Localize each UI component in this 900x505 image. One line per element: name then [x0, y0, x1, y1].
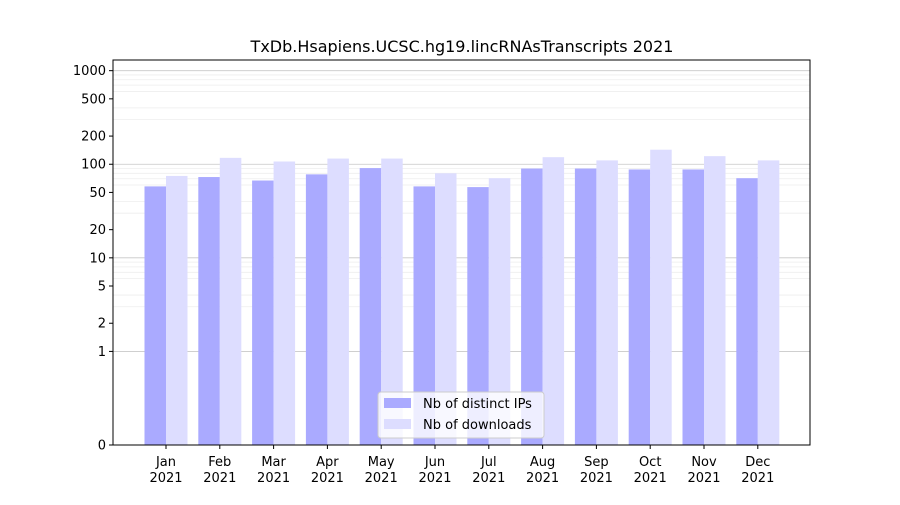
legend-label: Nb of distinct IPs — [423, 397, 532, 412]
bar-ips — [467, 187, 489, 445]
x-tick-label: Jan 2021 — [149, 455, 182, 486]
x-tick-label-line: 2021 — [687, 471, 720, 486]
plot-frame — [112, 59, 811, 446]
x-tick-label-line: Oct — [639, 455, 661, 470]
x-tick-label: Apr 2021 — [311, 455, 344, 486]
bar-ips — [305, 174, 328, 445]
bar-ips — [628, 169, 651, 446]
bar-downloads — [650, 149, 672, 445]
y-tick-label: 100 — [81, 158, 106, 173]
bar-downloads — [273, 161, 296, 445]
y-tick-label: 50 — [89, 186, 106, 201]
x-tick-label-line: 2021 — [149, 471, 182, 486]
bar-downloads — [757, 160, 780, 445]
y-tick-label: 10 — [89, 251, 106, 266]
legend-swatch — [384, 419, 411, 429]
x-tick-label-line: Mar — [261, 455, 286, 470]
legend-swatch — [384, 398, 411, 408]
bar-downloads — [704, 156, 726, 445]
x-tick-label-line: Sep — [584, 455, 609, 470]
x-tick-label-line: 2021 — [418, 471, 451, 486]
x-tick-label: Dec 2021 — [741, 455, 774, 486]
x-tick-label-line: 2021 — [580, 471, 613, 486]
x-tick-label-line: 2021 — [634, 471, 667, 486]
bar-downloads — [381, 158, 403, 445]
bar-ips — [682, 169, 704, 446]
bar-ips — [413, 186, 435, 445]
x-tick-label: Aug 2021 — [526, 455, 559, 486]
x-tick-label-line: 2021 — [365, 471, 398, 486]
y-tick-label: 1000 — [73, 64, 106, 79]
x-tick-label-line: Feb — [208, 455, 231, 470]
x-tick-label-line: 2021 — [472, 471, 505, 486]
x-tick-label: May 2021 — [365, 455, 398, 486]
x-tick-label-line: Jul — [480, 455, 497, 470]
legend-box — [377, 391, 545, 439]
x-tick-label: Sep 2021 — [580, 455, 613, 486]
x-tick-label-line: 2021 — [526, 471, 559, 486]
bar-downloads — [166, 175, 188, 445]
y-tick-label: 0 — [98, 439, 106, 454]
x-tick-label: Feb 2021 — [203, 455, 236, 486]
y-tick-label: 20 — [89, 223, 106, 238]
bar-downloads — [327, 158, 349, 445]
bar-ips — [574, 168, 597, 445]
x-tick-label-line: Jun — [424, 455, 445, 470]
bar-ips — [198, 177, 220, 446]
y-tick-label: 2 — [98, 317, 106, 332]
x-tick-label-line: 2021 — [257, 471, 290, 486]
bar-downloads — [542, 157, 565, 445]
y-tick-label: 5 — [98, 280, 106, 295]
x-tick-label-line: Nov — [691, 455, 717, 470]
legend-label: Nb of downloads — [423, 418, 532, 433]
bar-downloads — [488, 178, 511, 445]
bar-downloads — [435, 173, 457, 445]
legend: Nb of distinct IPs Nb of downloads — [377, 391, 545, 439]
y-tick-label: 200 — [81, 130, 106, 145]
y-tick-label: 500 — [81, 92, 106, 107]
x-tick-label: Oct 2021 — [634, 455, 667, 486]
x-tick-label: Jun 2021 — [418, 455, 451, 486]
x-tick-label-line: 2021 — [203, 471, 236, 486]
x-tick-label-line: Aug — [530, 455, 555, 470]
bar-ips — [144, 186, 166, 445]
bar-downloads — [596, 160, 618, 445]
bar-downloads — [219, 157, 242, 446]
x-tick-label: Mar 2021 — [257, 455, 290, 486]
x-tick-label-line: May — [368, 455, 395, 470]
y-tick-label: 1 — [98, 345, 106, 360]
x-tick-label-line: Apr — [316, 455, 339, 470]
x-tick-label-line: 2021 — [311, 471, 344, 486]
x-tick-label-line: Dec — [745, 455, 770, 470]
x-tick-label: Nov 2021 — [687, 455, 720, 486]
bars — [144, 149, 780, 446]
x-tick-label-line: 2021 — [741, 471, 774, 486]
bar-ips — [252, 180, 274, 446]
x-tick-label: Jul 2021 — [472, 455, 505, 486]
x-tick-label-line: Jan — [155, 455, 176, 470]
bar-ips — [359, 168, 382, 445]
bar-ips — [521, 168, 543, 445]
chart-title: TxDb.Hsapiens.UCSC.hg19.lincRNAsTranscri… — [250, 37, 674, 56]
bar-ips — [736, 178, 758, 445]
